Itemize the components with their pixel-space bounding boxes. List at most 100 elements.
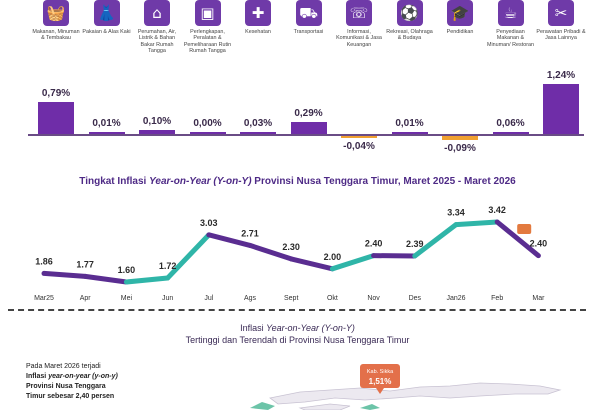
category-label: Pendidikan: [435, 29, 485, 35]
highlight-marker: [517, 224, 531, 234]
category-column: ✚ Kesehatan: [233, 0, 283, 35]
map-section-title: Inflasi Year-on-Year (Y-on-Y): [0, 322, 595, 334]
point-value-label: 2.00: [324, 252, 342, 262]
medical-kit-icon: ✚: [245, 0, 271, 26]
bar-value-label: 0,79%: [28, 88, 84, 99]
food-basket-icon: 🧺: [43, 0, 69, 26]
category-label: Perumahan, Air, Listrik & Bahan Bakar Ru…: [132, 29, 182, 55]
point-value-label: 2.40: [530, 239, 548, 249]
island-shape: [270, 383, 560, 404]
bar-value-label: 0,00%: [180, 118, 236, 129]
island-shape: [250, 402, 275, 410]
line-segment: [44, 273, 85, 276]
section-divider: [8, 309, 586, 311]
category-column: ▣ Perlengkapan, Peralatan & Pemeliharaan …: [183, 0, 233, 55]
point-value-label: 2.30: [282, 242, 300, 252]
category-label: Rekreasi, Olahraga & Budaya: [385, 29, 435, 42]
title-text-end: Provinsi Nusa Tenggara Timur, Maret 2025…: [252, 176, 516, 187]
bar-value-label: 0,01%: [79, 118, 135, 129]
x-tick-label: Jul: [204, 295, 213, 302]
point-value-label: 1.60: [118, 265, 136, 275]
bar-value-label: 0,01%: [382, 118, 438, 129]
map-title-text: Inflasi: [240, 323, 266, 333]
ntt-map: Kab. Sikka 1,51%: [0, 350, 595, 410]
bar-value-label: 0,10%: [129, 116, 185, 127]
category-label: Pakaian & Alas Kaki: [82, 29, 132, 35]
island-shape: [360, 404, 380, 410]
point-value-label: 2.71: [241, 228, 259, 238]
inflation-line-chart: 1.86 Mar25 1.77 Apr 1.60 Mei 1.72 Jun 3.03 Jul 2.7…: [0, 190, 595, 315]
category-column: ☕ Penyediaan Makanan & Minuman/ Restoran: [486, 0, 536, 48]
vehicle-icon: ⛟: [296, 0, 322, 26]
point-value-label: 2.39: [406, 239, 424, 249]
category-bar: [442, 136, 478, 140]
point-value-label: 1.72: [159, 261, 177, 271]
x-tick-label: Feb: [491, 295, 503, 302]
callout-name: Kab. Sikka: [367, 369, 394, 375]
point-value-label: 1.77: [76, 259, 94, 269]
category-label: Kesehatan: [233, 29, 283, 35]
title-emphasis: Year-on-Year (Y-on-Y): [149, 176, 251, 187]
category-column: 🧺 Makanan, Minuman & Tembakau: [31, 0, 81, 42]
x-tick-label: Jan26: [446, 295, 465, 302]
personal-care-icon: ✂: [548, 0, 574, 26]
infographic: 🧺 Makanan, Minuman & Tembakau 👗 Pakaian & A…: [0, 0, 595, 400]
bar-value-label: 0,29%: [281, 108, 337, 119]
bar-value-label: 1,24%: [533, 70, 589, 81]
category-column: 👗 Pakaian & Alas Kaki: [82, 0, 132, 35]
line-segment: [168, 235, 209, 278]
category-column: 🎓 Pendidikan: [435, 0, 485, 35]
graduation-cap-icon: 🎓: [447, 0, 473, 26]
point-value-label: 3.42: [488, 205, 506, 215]
map-title-emphasis: Year-on-Year (Y-on-Y): [266, 323, 355, 333]
x-tick-label: Mar25: [34, 295, 54, 302]
dress-icon: 👗: [94, 0, 120, 26]
category-label: Perlengkapan, Peralatan & Pemeliharaan R…: [183, 29, 233, 55]
restaurant-icon: ☕: [498, 0, 524, 26]
map-section-subtitle: Tertinggi dan Terendah di Provinsi Nusa …: [0, 334, 595, 346]
house-icon: ⌂: [144, 0, 170, 26]
bar-value-label: -0,09%: [432, 143, 488, 154]
x-tick-label: Jun: [162, 295, 173, 302]
line-segment: [85, 276, 126, 282]
category-label: Perawatan Pribadi & Jasa Lainnya: [536, 29, 586, 42]
bar-value-label: 0,03%: [230, 118, 286, 129]
line-segment: [456, 222, 497, 225]
category-bar: [38, 102, 74, 134]
point-value-label: 3.34: [447, 208, 465, 218]
x-tick-label: Okt: [327, 295, 338, 302]
appliance-icon: ▣: [195, 0, 221, 26]
category-column: ⚽ Rekreasi, Olahraga & Budaya: [385, 0, 435, 42]
x-tick-label: Apr: [80, 295, 92, 302]
category-label: Makanan, Minuman & Tembakau: [31, 29, 81, 42]
category-label: Informasi, Komunikasi & Jasa Keuangan: [334, 29, 384, 48]
line-segment: [126, 278, 167, 282]
x-tick-label: Des: [409, 295, 422, 302]
point-value-label: 3.03: [200, 218, 218, 228]
point-value-label: 1.86: [35, 256, 53, 266]
category-column: ⌂ Perumahan, Air, Listrik & Bahan Bakar R…: [132, 0, 182, 55]
bar-value-label: 0,06%: [483, 118, 539, 129]
category-column: ✂ Perawatan Pribadi & Jasa Lainnya: [536, 0, 586, 42]
island-shape: [300, 404, 350, 410]
x-tick-label: Ags: [244, 295, 257, 302]
x-tick-label: Sept: [284, 295, 298, 302]
line-chart-title: Tingkat Inflasi Year-on-Year (Y-on-Y) Pr…: [0, 176, 595, 187]
smartphone-icon: ☏: [346, 0, 372, 26]
x-tick-label: Nov: [367, 295, 380, 302]
x-tick-label: Mar: [532, 295, 545, 302]
category-bar: [291, 122, 327, 134]
category-label: Transportasi: [284, 29, 334, 35]
sport-icon: ⚽: [397, 0, 423, 26]
category-bar: [543, 84, 579, 134]
category-bar: [341, 136, 377, 138]
x-tick-label: Mei: [121, 295, 133, 302]
callout-value: 1,51%: [369, 377, 392, 386]
bar-value-label: -0,04%: [331, 141, 387, 152]
title-text: Tingkat Inflasi: [79, 176, 149, 187]
category-column: ☏ Informasi, Komunikasi & Jasa Keuangan: [334, 0, 384, 48]
category-column: ⛟ Transportasi: [284, 0, 334, 35]
category-label: Penyediaan Makanan & Minuman/ Restoran: [486, 29, 536, 48]
point-value-label: 2.40: [365, 239, 383, 249]
bar-baseline: [28, 134, 584, 136]
